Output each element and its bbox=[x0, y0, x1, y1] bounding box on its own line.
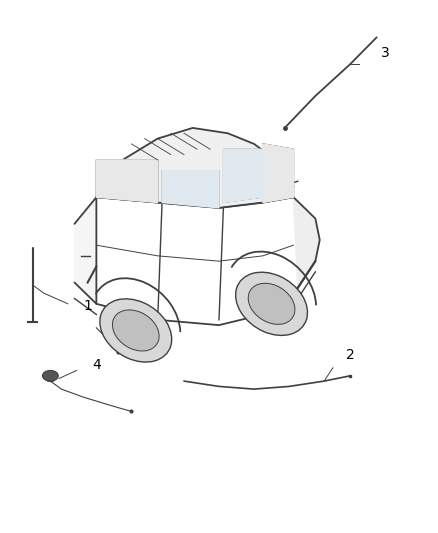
Ellipse shape bbox=[113, 310, 159, 351]
Text: 2: 2 bbox=[346, 349, 355, 362]
Ellipse shape bbox=[100, 299, 172, 362]
Polygon shape bbox=[96, 160, 158, 203]
Text: 3: 3 bbox=[381, 46, 390, 60]
Polygon shape bbox=[263, 144, 293, 203]
Ellipse shape bbox=[236, 272, 307, 335]
Polygon shape bbox=[223, 149, 263, 203]
Text: 1: 1 bbox=[83, 300, 92, 313]
Ellipse shape bbox=[248, 283, 295, 325]
Polygon shape bbox=[74, 197, 96, 304]
Polygon shape bbox=[293, 197, 320, 288]
Ellipse shape bbox=[42, 370, 58, 381]
Polygon shape bbox=[96, 128, 293, 208]
Text: 4: 4 bbox=[92, 358, 101, 372]
Polygon shape bbox=[162, 171, 219, 208]
